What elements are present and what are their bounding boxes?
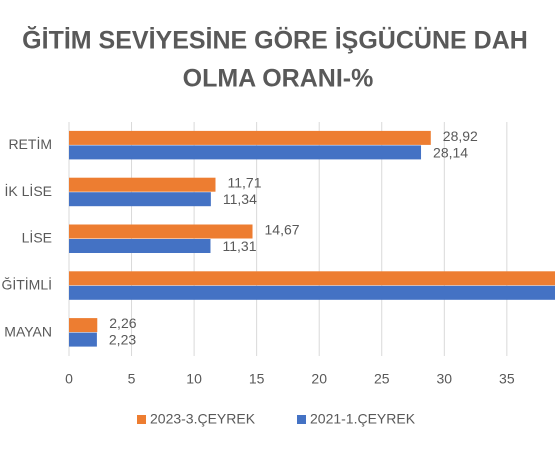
x-tick-label: 20 — [311, 371, 327, 387]
bar — [69, 285, 555, 300]
y-tick-label: LİSE — [22, 229, 52, 246]
y-tick-label: RETİM — [8, 135, 52, 152]
bar — [69, 192, 211, 207]
data-label: 11,34 — [223, 191, 257, 207]
x-tick-label: 30 — [437, 371, 453, 387]
y-tick-label: ĞİTİMLİ — [1, 276, 52, 293]
data-label: 28,14 — [433, 144, 468, 160]
data-label: 14,67 — [265, 221, 300, 237]
chart-title: OLMA ORANI-% — [183, 65, 374, 93]
legend-swatch — [137, 415, 146, 424]
bar — [69, 332, 97, 347]
x-tick-label: 35 — [499, 371, 515, 387]
x-tick-label: 10 — [186, 371, 202, 387]
y-tick-label: MAYAN — [4, 323, 52, 339]
bar — [69, 177, 216, 192]
chart-title: ĞİTİM SEVİYESİNE GÖRE İŞGÜCÜNE DAH — [22, 26, 528, 55]
x-tick-label: 15 — [249, 371, 265, 387]
x-tick-label: 25 — [374, 371, 390, 387]
data-label: 28,92 — [443, 128, 478, 144]
y-tick-label: İK LİSE — [5, 182, 52, 199]
legend-label: 2021-1.ÇEYREK — [310, 411, 416, 427]
legend-label: 2023-3.ÇEYREK — [150, 411, 256, 427]
bar — [69, 224, 253, 239]
bar — [69, 318, 98, 333]
bar — [69, 145, 422, 160]
data-label: 11,71 — [227, 175, 261, 191]
x-tick-label: 5 — [128, 371, 136, 387]
data-label: 2,23 — [109, 332, 136, 348]
data-label: 2,26 — [109, 315, 136, 331]
bar — [69, 239, 211, 253]
bar — [69, 130, 431, 145]
x-tick-label: 0 — [65, 371, 73, 387]
data-label: 11,31 — [222, 238, 256, 254]
bar — [69, 271, 555, 286]
legend-swatch — [297, 415, 306, 424]
